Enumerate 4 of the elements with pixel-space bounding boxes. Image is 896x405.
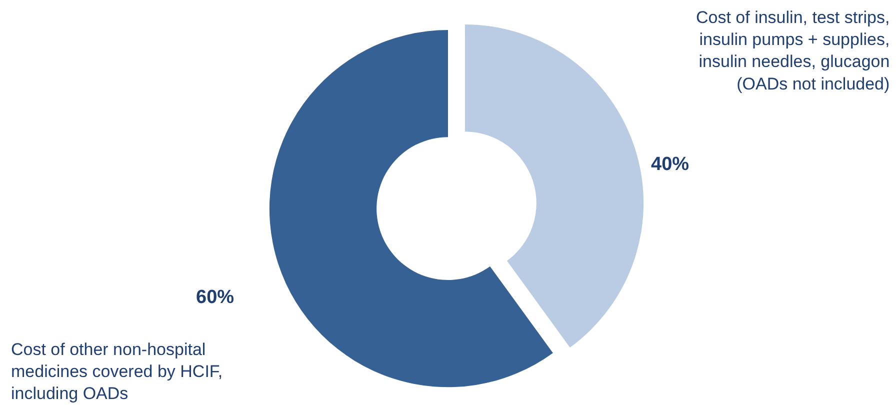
- data-label: 60%: [196, 287, 234, 308]
- data-label: 40%: [651, 154, 690, 175]
- slice-label: Cost of other non-hospital medicines covered by HCIF, including OADs: [11, 340, 223, 404]
- slice-label: Cost of insulin, test strips, insulin pumps + supplies, insulin needles, glucagon (OADs not included): [696, 8, 890, 94]
